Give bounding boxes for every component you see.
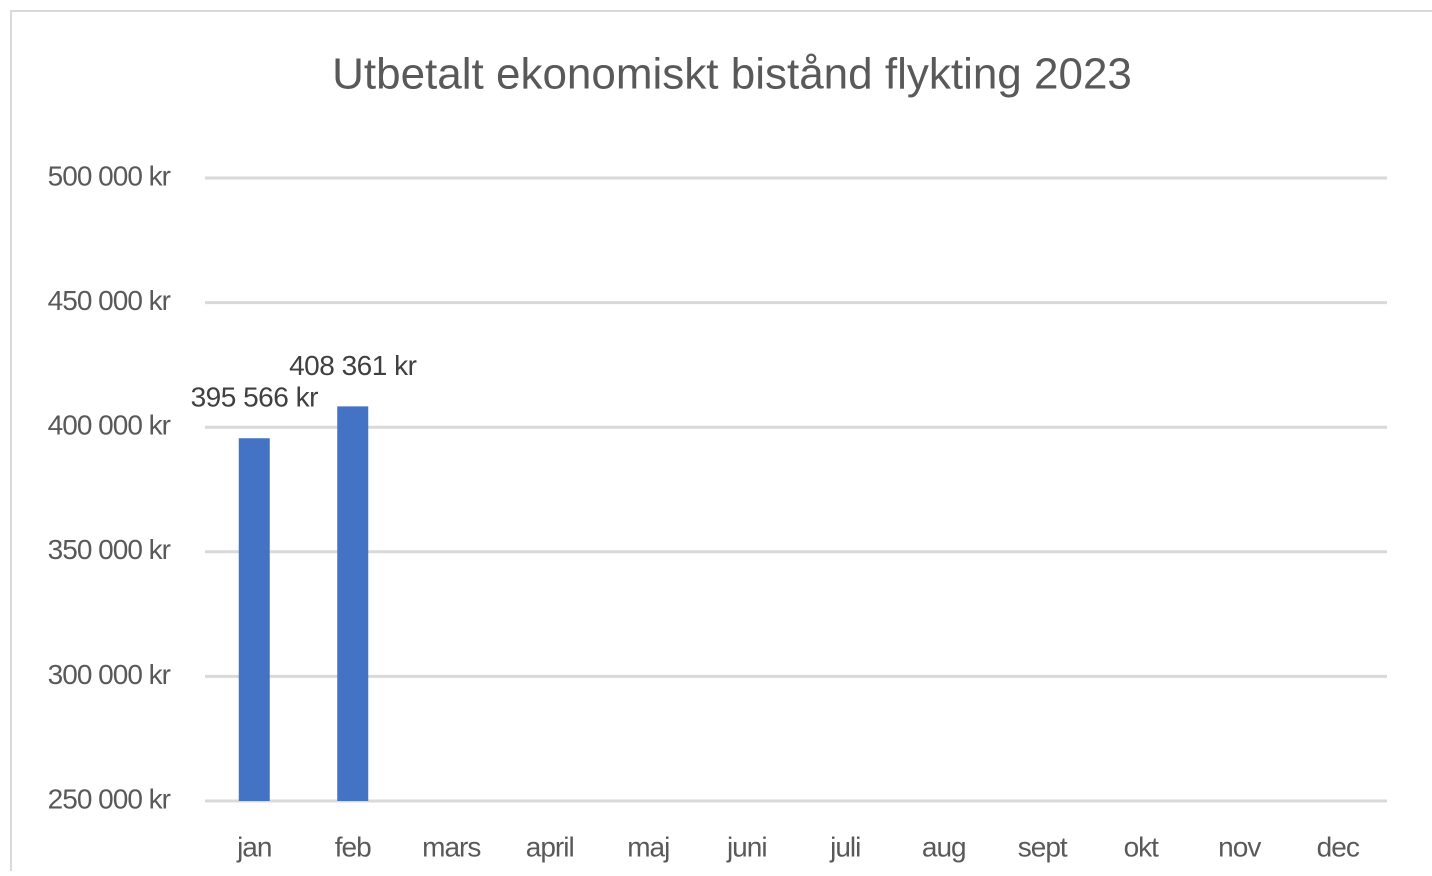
y-tick-label: 250 000 kr (48, 783, 171, 814)
data-label: 408 361 kr (289, 350, 416, 381)
data-label: 395 566 kr (191, 382, 318, 413)
x-tick-label: feb (335, 831, 371, 862)
x-tick-label: okt (1124, 831, 1160, 862)
y-tick-label: 400 000 kr (48, 410, 171, 441)
x-tick-label: juni (726, 831, 767, 862)
y-tick-label: 450 000 kr (48, 285, 171, 316)
y-tick-label: 500 000 kr (48, 160, 171, 191)
x-tick-label: nov (1218, 831, 1261, 862)
x-tick-label: sept (1018, 831, 1068, 862)
bar (337, 406, 369, 801)
x-tick-label: jan (236, 831, 271, 862)
x-tick-label: dec (1317, 831, 1360, 862)
bar (238, 438, 270, 801)
x-tick-label: mars (422, 831, 480, 862)
y-tick-label: 350 000 kr (48, 534, 171, 565)
x-tick-label: juli (829, 831, 860, 862)
chart-title: Utbetalt ekonomiskt bistånd flykting 202… (332, 50, 1132, 99)
chart-frame (10, 10, 1432, 876)
y-tick-label: 300 000 kr (48, 659, 171, 690)
x-tick-label: maj (627, 831, 669, 862)
x-tick-label: aug (922, 831, 966, 862)
x-tick-label: april (526, 831, 574, 862)
